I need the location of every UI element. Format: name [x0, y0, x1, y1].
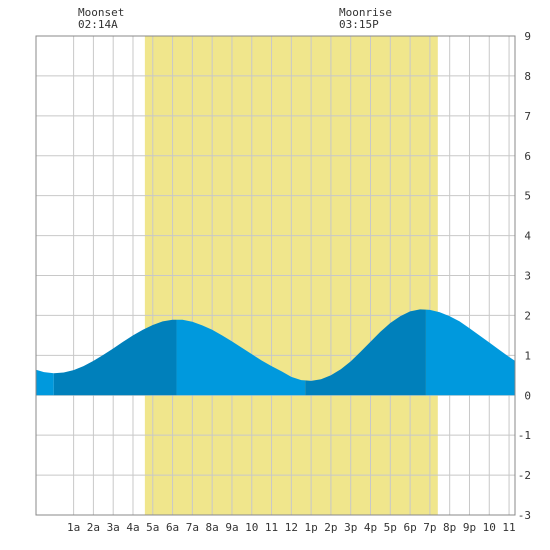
y-tick-label: -1: [518, 429, 531, 442]
moonrise-time: 03:15P: [339, 18, 379, 31]
tide-rising-segment: [305, 309, 426, 396]
y-tick-label: 1: [524, 349, 531, 362]
x-tick-label: 8a: [206, 521, 219, 534]
x-tick-label: 5a: [146, 521, 159, 534]
x-tick-label: 6a: [166, 521, 179, 534]
moonrise-label: Moonrise: [339, 6, 392, 19]
tide-area-layer: [36, 309, 515, 396]
y-tick-label: -3: [518, 509, 531, 522]
x-tick-label: 5p: [384, 521, 397, 534]
x-tick-label: 8p: [443, 521, 456, 534]
y-tick-label: 2: [524, 309, 531, 322]
x-tick-label: 1a: [67, 521, 80, 534]
x-tick-label: 7a: [186, 521, 199, 534]
tide-falling-segment: [425, 309, 515, 396]
tide-falling-segment: [36, 369, 54, 396]
x-tick-label: 9a: [225, 521, 238, 534]
y-tick-label: 7: [524, 110, 531, 123]
plot-border: [35, 35, 516, 516]
x-tick-labels: 1a 2a 3a 4a 5a 6a 7a 8a 9a 10 11 12 1p 2p 3p 4p 5p 6p 7p 8p…: [67, 521, 516, 534]
x-tick-label: 7p: [423, 521, 436, 534]
y-tick-label: -2: [518, 469, 531, 482]
x-tick-label: 1p: [305, 521, 318, 534]
x-tick-label: 12: [285, 521, 298, 534]
x-tick-label: 3a: [107, 521, 120, 534]
x-tick-label: 2p: [324, 521, 337, 534]
y-tick-label: 5: [524, 190, 531, 203]
y-tick-label: 6: [524, 150, 531, 163]
x-tick-label: 11: [502, 521, 515, 534]
x-tick-label: 10: [483, 521, 496, 534]
x-tick-label: 11: [265, 521, 278, 534]
tide-rising-segment: [53, 319, 177, 396]
y-tick-label: 4: [524, 230, 531, 243]
y-tick-label: 8: [524, 70, 531, 83]
plot-frame: [35, 35, 516, 516]
y-tick-label: 3: [524, 270, 531, 283]
moonset-label: Moonset: [78, 6, 124, 19]
x-tick-label: 3p: [344, 521, 357, 534]
x-tick-label: 9p: [463, 521, 476, 534]
tide-falling-segment: [176, 319, 306, 396]
x-tick-label: 10: [245, 521, 258, 534]
x-tick-label: 2a: [87, 521, 100, 534]
y-tick-label: 0: [524, 389, 531, 402]
x-tick-label: 6p: [403, 521, 416, 534]
x-tick-label: 4a: [126, 521, 139, 534]
y-tick-label: 9: [524, 30, 531, 43]
moonset-time: 02:14A: [78, 18, 118, 31]
x-tick-label: 4p: [364, 521, 377, 534]
y-tick-labels: -3 -2 -1 0 1 2 3 4 5 6 7 8 9: [518, 30, 532, 522]
